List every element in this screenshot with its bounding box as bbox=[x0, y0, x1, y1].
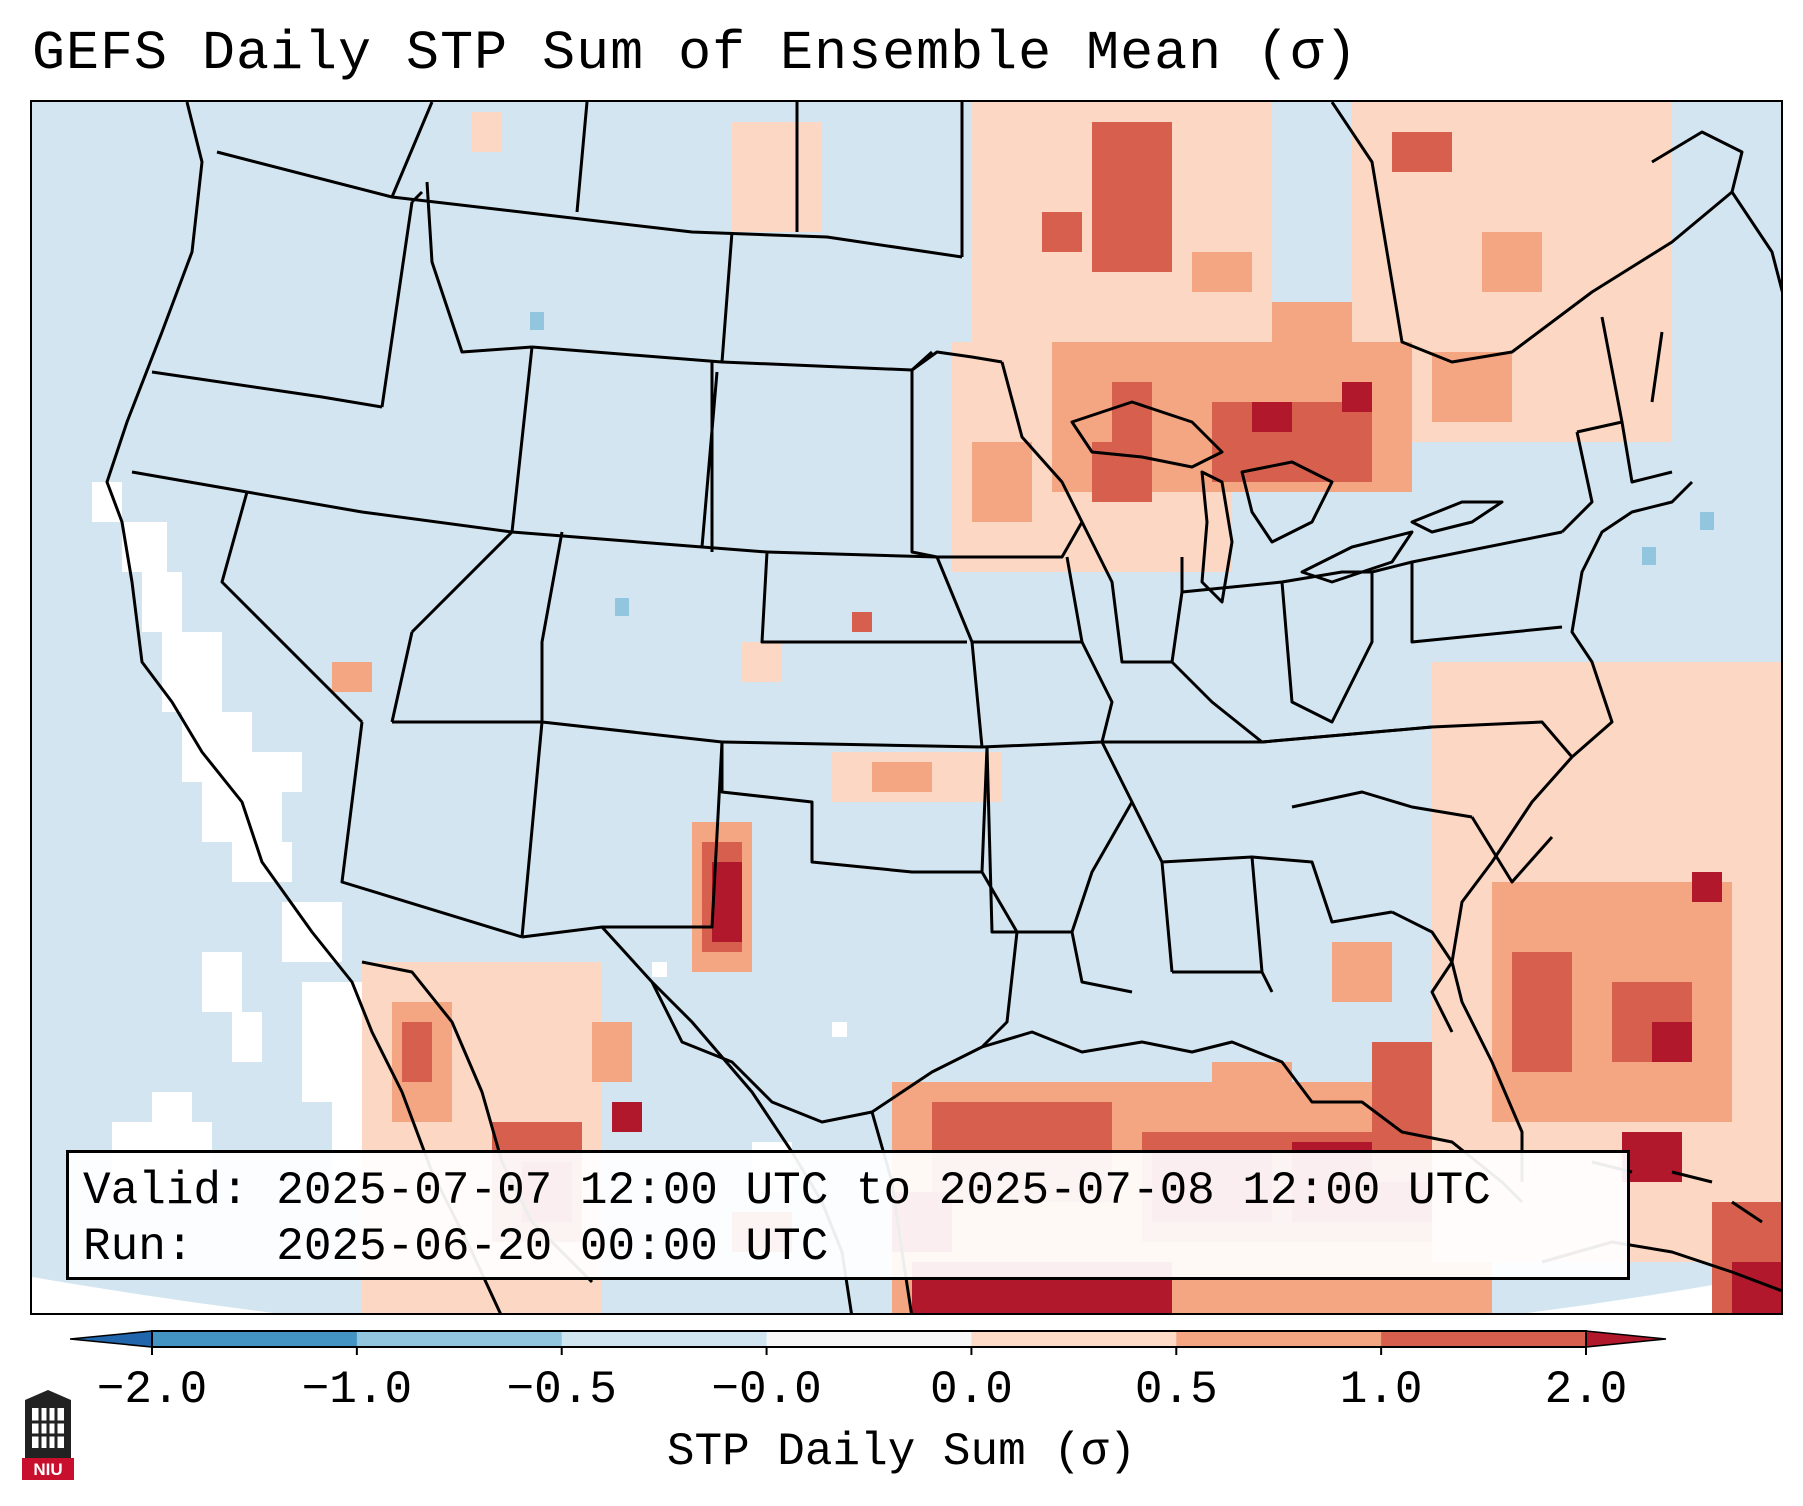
colorbar-tick-label: −0.0 bbox=[711, 1364, 822, 1416]
colorbar-extend-low bbox=[70, 1330, 153, 1348]
colorbar-bin bbox=[766, 1331, 972, 1347]
colorbar-tick-label: −0.5 bbox=[506, 1364, 617, 1416]
colorbar-bin bbox=[1381, 1331, 1587, 1347]
colorbar bbox=[70, 1330, 1667, 1355]
colorbar-tick-label: 0.5 bbox=[1134, 1364, 1218, 1416]
colorbar-bin bbox=[1176, 1331, 1382, 1347]
colorbar-tick-label: −2.0 bbox=[96, 1364, 208, 1416]
valid-time-text: Valid: 2025-07-07 12:00 UTC to 2025-07-0… bbox=[83, 1165, 1491, 1217]
colorbar-bin bbox=[971, 1331, 1177, 1347]
run-time-text: Run: 2025-06-20 00:00 UTC bbox=[83, 1221, 829, 1273]
niu-logo-icon: NIU bbox=[22, 1390, 74, 1480]
colorbar-bin bbox=[152, 1331, 358, 1347]
colorbar-bin bbox=[356, 1331, 563, 1347]
colorbar-label: STP Daily Sum (σ) bbox=[666, 1426, 1137, 1478]
state-borders bbox=[105, 102, 1781, 1313]
colorbar-ticks bbox=[151, 1347, 1587, 1355]
chart-title: GEFS Daily STP Sum of Ensemble Mean (σ) bbox=[32, 22, 1359, 85]
negative-cells bbox=[530, 312, 1714, 616]
anomaly-cells-plains bbox=[332, 612, 1002, 972]
colorbar-extend-high bbox=[1585, 1330, 1667, 1348]
colorbar-tick-label: 2.0 bbox=[1544, 1364, 1628, 1416]
map-canvas bbox=[32, 102, 1781, 1313]
anomaly-cells-great-lakes bbox=[952, 342, 1412, 572]
colorbar-tick-label: 0.0 bbox=[930, 1364, 1013, 1416]
colorbar-bin bbox=[561, 1331, 768, 1347]
near-zero-cells bbox=[92, 482, 847, 1202]
niu-logo-text: NIU bbox=[33, 1460, 62, 1479]
valid-run-info-box: Valid: 2025-07-07 12:00 UTC to 2025-07-0… bbox=[66, 1150, 1630, 1280]
colorbar-tick-label: −1.0 bbox=[301, 1364, 413, 1416]
colorbar-outline bbox=[151, 1330, 1587, 1348]
map-panel bbox=[30, 100, 1783, 1315]
colorbar-bins bbox=[152, 1331, 1587, 1347]
colorbar-tick-label: 1.0 bbox=[1339, 1364, 1423, 1416]
